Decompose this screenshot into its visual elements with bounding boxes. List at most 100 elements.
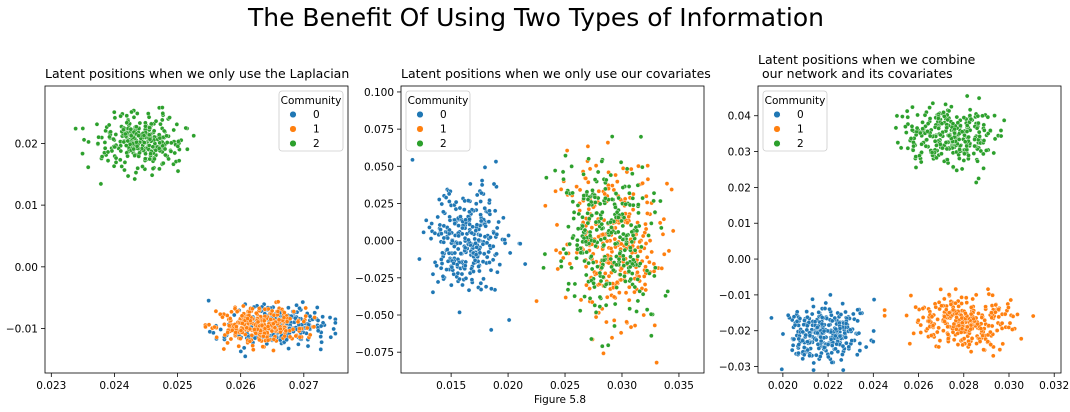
data-point-community-2 [98,181,104,187]
data-point-community-1 [954,315,959,320]
data-point-community-1 [985,286,991,292]
data-point-community-1 [946,292,952,297]
x-tick-label: 0.015 [436,380,466,392]
data-point-community-0 [469,277,475,283]
data-point-community-2 [175,168,181,174]
data-point-community-1 [282,333,287,339]
data-point-community-0 [473,252,479,257]
data-point-community-2 [640,291,646,297]
data-point-community-2 [583,239,589,244]
legend-marker-community-1 [773,125,781,133]
data-point-community-1 [990,353,996,359]
data-point-community-0 [800,338,805,343]
data-point-community-1 [936,325,941,331]
data-point-community-0 [833,333,838,339]
data-point-community-1 [943,307,949,313]
data-point-community-0 [826,322,832,328]
data-point-community-1 [626,214,632,220]
data-point-community-2 [592,177,598,182]
data-point-community-1 [971,316,976,322]
data-point-community-2 [563,251,569,256]
data-point-community-0 [796,336,802,342]
data-point-community-2 [587,233,593,239]
data-point-community-2 [954,168,960,173]
data-point-community-0 [333,331,338,336]
data-point-community-1 [628,324,634,330]
data-point-community-2 [944,146,950,152]
data-point-community-2 [934,155,939,161]
data-point-community-2 [930,100,936,106]
y-tick-label: −0.075 [355,347,394,359]
data-point-community-2 [156,146,162,151]
data-point-community-1 [250,343,255,348]
data-point-community-0 [487,260,492,265]
legend: Community 0 1 2 [278,90,344,152]
data-point-community-0 [801,345,807,350]
data-point-community-1 [606,260,612,266]
data-point-community-2 [174,122,180,127]
data-point-community-0 [494,225,500,231]
data-point-community-0 [430,271,436,277]
data-point-community-1 [627,284,632,290]
data-point-community-1 [1007,320,1013,326]
data-point-community-2 [632,247,638,253]
data-point-community-2 [640,195,645,201]
data-point-community-2 [558,264,564,269]
data-point-community-2 [913,165,919,170]
data-point-community-2 [648,311,654,317]
data-point-community-2 [589,266,595,272]
data-point-community-2 [665,289,671,294]
data-point-community-1 [989,310,994,316]
data-point-community-2 [160,105,165,110]
data-point-community-2 [570,235,575,241]
data-point-community-1 [303,305,308,311]
data-point-community-0 [814,337,819,343]
data-point-community-1 [908,293,914,298]
legend-marker-community-1 [416,125,424,133]
data-point-community-1 [882,313,887,319]
data-point-community-2 [102,145,108,151]
data-point-community-0 [477,233,483,238]
data-point-community-2 [621,231,626,237]
data-point-community-2 [630,261,635,267]
data-point-community-1 [297,334,303,340]
data-point-community-1 [241,303,246,309]
data-point-community-2 [998,133,1004,139]
data-point-community-2 [585,211,590,216]
data-point-community-1 [946,310,952,316]
data-point-community-1 [631,191,636,197]
data-point-community-0 [507,250,513,256]
data-point-community-2 [925,129,930,134]
data-point-community-2 [542,251,548,257]
data-point-community-2 [125,153,130,159]
data-point-community-0 [851,311,856,317]
data-point-community-1 [234,309,240,314]
data-point-community-2 [185,146,190,152]
data-point-community-1 [996,307,1001,312]
data-point-community-2 [927,133,933,139]
data-point-community-1 [287,334,293,340]
data-point-community-2 [601,242,607,248]
data-point-community-0 [437,222,443,228]
data-point-community-0 [312,310,317,316]
data-point-community-2 [603,177,609,183]
data-point-community-1 [967,342,972,347]
data-point-community-2 [644,268,650,273]
data-point-community-1 [262,306,268,312]
data-point-community-1 [979,315,985,320]
data-point-community-0 [473,240,478,246]
data-point-community-2 [619,218,624,224]
data-point-community-0 [458,214,463,219]
data-point-community-2 [582,294,587,299]
data-point-community-2 [157,135,163,141]
data-point-community-1 [534,298,539,304]
data-point-community-0 [838,357,844,363]
data-point-community-0 [857,348,863,353]
data-point-community-0 [473,201,479,207]
data-point-community-0 [449,264,455,270]
data-point-community-1 [301,319,307,324]
data-point-community-0 [843,321,849,326]
data-point-community-1 [614,279,620,285]
data-point-community-1 [312,315,317,320]
data-point-community-1 [978,326,984,331]
